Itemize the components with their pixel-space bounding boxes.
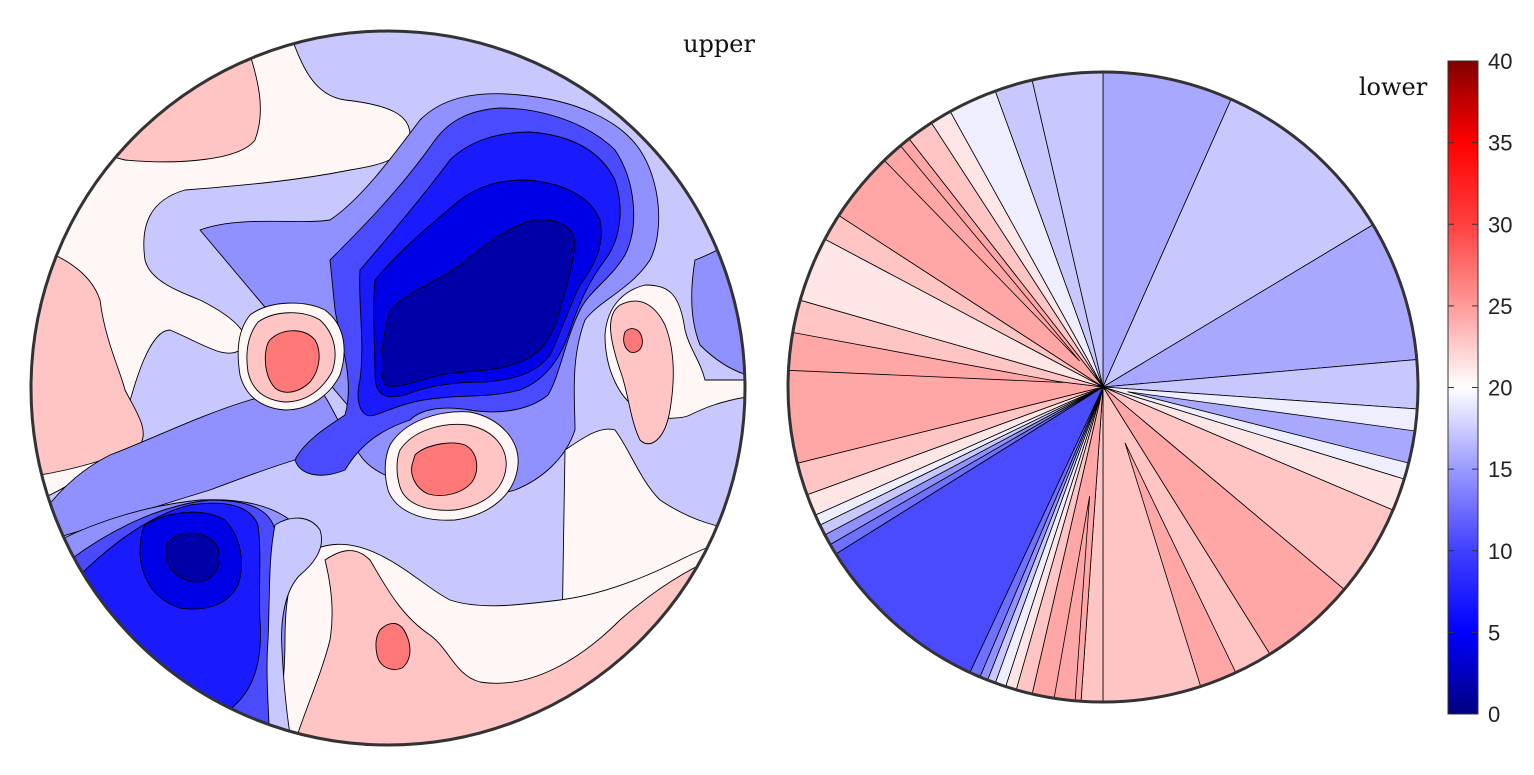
colorbar-tick-label: 25	[1488, 294, 1512, 319]
lower-wedge	[1026, 386, 1104, 702]
lower-wedge	[788, 345, 1104, 470]
colorbar-tick-label: 0	[1488, 702, 1500, 727]
lower-lobe	[1127, 391, 1418, 470]
upper-region-darkestblue-bl	[165, 532, 220, 583]
lower-lobe	[788, 327, 1064, 383]
upper-panel-label: upper	[683, 30, 755, 58]
upper-region-red-oval-left	[264, 330, 320, 393]
lower-wedge	[788, 292, 1104, 388]
upper-region-pink-left	[31, 239, 144, 479]
colorbar-tick-label: 10	[1488, 539, 1512, 564]
colorbar-tick-label: 5	[1488, 620, 1500, 645]
colorbar: 0 5 10 15 20 25 30 35 40	[1447, 49, 1512, 727]
lower-outline	[786, 70, 1420, 704]
upper-region-red-bottom	[375, 623, 411, 670]
lower-wedge	[986, 72, 1104, 388]
lower-lobe	[1049, 496, 1090, 702]
lower-pole-figure	[786, 70, 1420, 704]
colorbar-tick-label: 35	[1488, 131, 1512, 156]
lower-wedge	[1026, 72, 1104, 388]
lower-panel-label: lower	[1359, 73, 1428, 101]
upper-region-darkestblue	[380, 219, 576, 387]
upper-region-pink-tl	[31, 31, 261, 163]
upper-region-lightblue-bottom	[266, 517, 322, 745]
lower-wedge	[788, 386, 1104, 504]
upper-pole-figure	[29, 29, 747, 747]
lower-wedge	[1102, 386, 1418, 487]
upper-outline	[29, 29, 747, 747]
upper-region-red-oval-center	[411, 442, 478, 496]
upper-region-red-right	[623, 328, 643, 353]
lower-wedge	[1102, 356, 1418, 412]
colorbar-tick-label: 40	[1488, 49, 1512, 74]
colorbar-tick-label: 20	[1488, 376, 1512, 401]
colorbar-tick-label: 30	[1488, 212, 1512, 237]
colorbar-tick-label: 15	[1488, 457, 1512, 482]
